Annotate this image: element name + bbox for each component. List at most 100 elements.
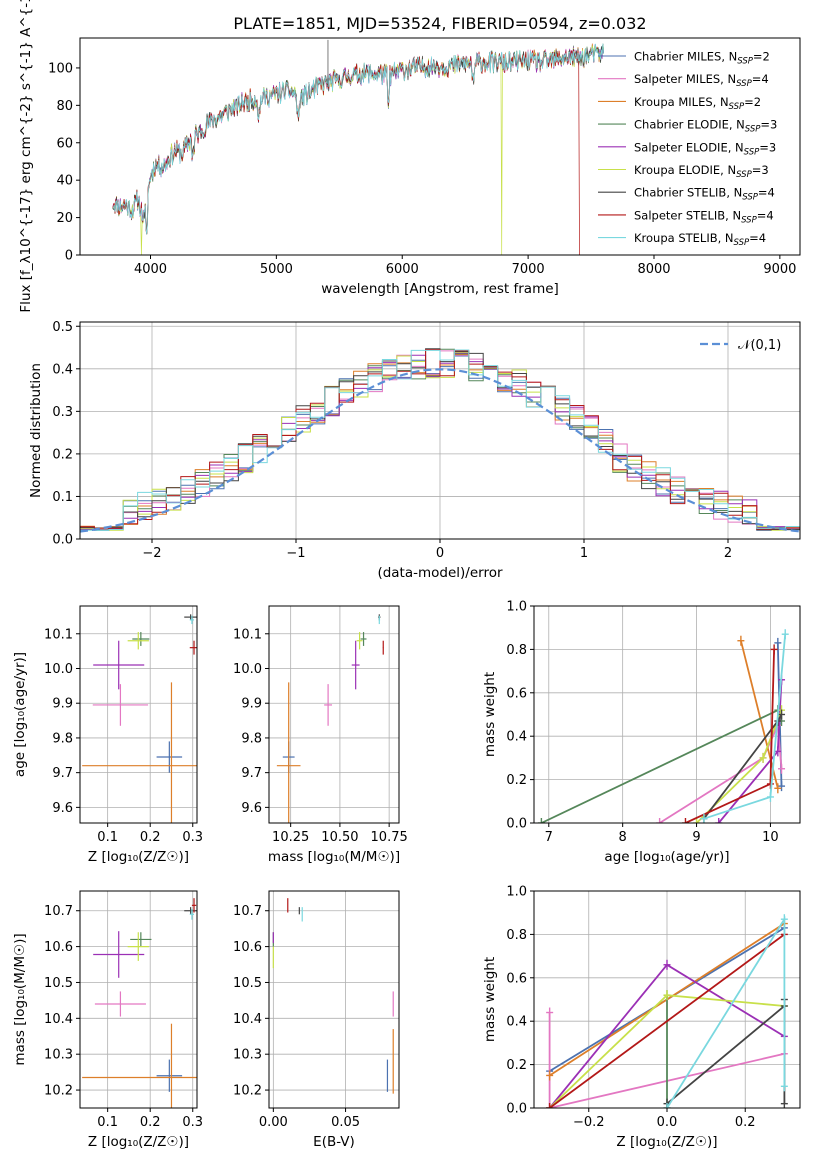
- x-axis-label: Z [log₁₀(Z/Z☉)]: [88, 1134, 189, 1150]
- normal-reference-curve: [80, 368, 800, 533]
- legend-entry: 𝒩(0,1): [738, 338, 781, 353]
- y-tick-label: 9.7: [52, 766, 73, 781]
- x-tick-label: −2: [142, 546, 161, 561]
- y-tick-label: 0.4: [52, 362, 73, 377]
- legend-entry: Salpeter STELIB, NSSP=4: [634, 208, 774, 225]
- y-tick-label: 10.3: [44, 1048, 73, 1063]
- weight-line-series-5: [695, 709, 783, 823]
- legend-entry: Kroupa ELODIE, NSSP=3: [634, 163, 769, 180]
- weight-line-series-8: [666, 916, 786, 1108]
- x-tick-label: 7000: [512, 262, 545, 277]
- y-tick-label: 0.5: [52, 320, 73, 335]
- x-tick-label: 6000: [386, 262, 419, 277]
- axes-frame: [268, 890, 400, 1109]
- y-tick-label: 10.6: [44, 940, 73, 955]
- panel-weight_vs_age: 7 8 9 10 0.0 0.2 0.4 0.6 0.8 1.0 age [log₁₀(age/yr…: [482, 600, 801, 865]
- y-tick-label: 0: [65, 249, 73, 264]
- axes-frame: [268, 605, 400, 824]
- y-tick-label: 1.0: [506, 600, 527, 615]
- y-tick-label: 0.2: [506, 773, 527, 788]
- y-axis-label: mass weight: [482, 957, 498, 1042]
- x-tick-label: 0.3: [182, 1115, 203, 1130]
- y-tick-label: 0.4: [506, 730, 527, 745]
- y-tick-label: 10.7: [233, 904, 262, 919]
- y-tick-label: 40: [56, 174, 73, 189]
- y-tick-label: 1.0: [506, 885, 527, 900]
- residuals-legend: 𝒩(0,1): [700, 338, 781, 353]
- panel-spectrum: 4000 5000 6000 7000 8000 9000 0 20 40 60 80 100 wave…: [18, 0, 801, 313]
- x-tick-label: 0.1: [97, 1115, 118, 1130]
- y-tick-label: 0.6: [506, 971, 527, 986]
- histogram-series-8: [80, 349, 800, 539]
- y-tick-label: 0.8: [506, 928, 527, 943]
- plot-area: [546, 914, 788, 1108]
- y-tick-label: 10.5: [44, 976, 73, 991]
- axes-frame: [533, 605, 801, 824]
- x-tick-label: 10.50: [321, 830, 358, 845]
- weight-line-series-7: [549, 933, 785, 1108]
- axes-frame: [79, 321, 801, 540]
- panel-mass_vs_Z: 0.1 0.2 0.3 10.2 10.3 10.4 10.5 10.6 10.7 Z [log₁…: [12, 890, 203, 1150]
- spectrum-legend: Chabrier MILES, NSSP=2 Salpeter MILES, NS…: [598, 50, 777, 248]
- y-tick-label: 60: [56, 136, 73, 151]
- x-tick-label: 8000: [637, 262, 670, 277]
- x-tick-label: 10: [762, 830, 779, 845]
- figure-title: PLATE=1851, MJD=53524, FIBERID=0594, z=0…: [233, 14, 646, 33]
- legend-entry: Kroupa MILES, NSSP=2: [634, 95, 761, 112]
- y-tick-label: 0.4: [506, 1015, 527, 1030]
- x-tick-label: 0: [436, 546, 444, 561]
- y-tick-label: 10.4: [233, 1012, 262, 1027]
- x-axis-label: wavelength [Angstrom, rest frame]: [321, 281, 559, 297]
- y-tick-label: 0.0: [506, 1102, 527, 1117]
- plot-area: [112, 39, 604, 255]
- x-tick-label: 0.1: [97, 830, 118, 845]
- y-tick-label: 20: [56, 211, 73, 226]
- y-tick-label: 10.3: [233, 1048, 262, 1063]
- y-tick-label: 0.1: [52, 490, 73, 505]
- x-tick-label: 5000: [260, 262, 293, 277]
- y-axis-label: mass [log₁₀(M/M☉)]: [12, 933, 28, 1065]
- y-tick-label: 0.3: [52, 405, 73, 420]
- y-tick-label: 0.6: [506, 686, 527, 701]
- panel-weight_vs_Z: −0.2 0.0 0.2 0.0 0.2 0.4 0.6 0.8 1.0 Z [log₁₀(Z/Z…: [482, 885, 801, 1150]
- x-tick-label: 0.2: [140, 830, 161, 845]
- y-tick-label: 9.6: [241, 801, 262, 816]
- y-tick-label: 10.4: [44, 1012, 73, 1027]
- legend-entry: Salpeter MILES, NSSP=4: [634, 72, 769, 89]
- y-axis-label: mass weight: [482, 672, 498, 757]
- y-tick-label: 10.1: [233, 627, 262, 642]
- y-tick-label: 10.5: [233, 976, 262, 991]
- y-tick-label: 10.0: [44, 662, 73, 677]
- x-tick-label: 0.3: [182, 830, 203, 845]
- x-tick-label: 0.2: [140, 1115, 161, 1130]
- y-tick-label: 10.0: [233, 662, 262, 677]
- x-tick-label: 10.25: [272, 830, 309, 845]
- plot-area: [82, 614, 197, 823]
- y-tick-label: 10.2: [44, 1084, 73, 1099]
- axes-frame: [79, 605, 198, 824]
- y-tick-label: 0.2: [52, 447, 73, 462]
- x-tick-label: 7: [545, 830, 553, 845]
- x-tick-label: 9000: [763, 262, 796, 277]
- x-tick-label: 4000: [134, 262, 167, 277]
- x-axis-label: mass [log₁₀(M/M☉)]: [268, 849, 400, 865]
- panel-age_vs_mass: 10.25 10.50 10.75 9.6 9.7 9.8 9.9 10.0 10.1 mass …: [233, 605, 408, 865]
- x-tick-label: 1: [580, 546, 588, 561]
- weight-line-series-6: [703, 714, 783, 820]
- weight-line-series-1: [659, 721, 783, 823]
- y-tick-label: 80: [56, 99, 73, 114]
- y-tick-label: 9.9: [52, 697, 73, 712]
- panel-residuals: −2 −1 0 1 2 0.0 0.1 0.2 0.3 0.4 0.5 (data-model)/er…: [28, 320, 801, 581]
- y-tick-label: 9.6: [52, 801, 73, 816]
- x-tick-label: −0.2: [573, 1115, 605, 1130]
- x-axis-label: (data-model)/error: [377, 565, 503, 581]
- y-tick-label: 9.7: [241, 766, 262, 781]
- y-tick-label: 0.2: [506, 1058, 527, 1073]
- legend-entry: Chabrier ELODIE, NSSP=3: [634, 118, 777, 135]
- weight-line-series-3: [541, 708, 783, 823]
- axes-frame: [79, 37, 801, 256]
- y-tick-label: 0.0: [52, 533, 73, 548]
- panel-mass_vs_ebv: 0.00 0.05 10.2 10.3 10.4 10.5 10.6 10.7 E(B-V): [233, 890, 400, 1150]
- y-axis-label: Normed distribution: [28, 363, 44, 498]
